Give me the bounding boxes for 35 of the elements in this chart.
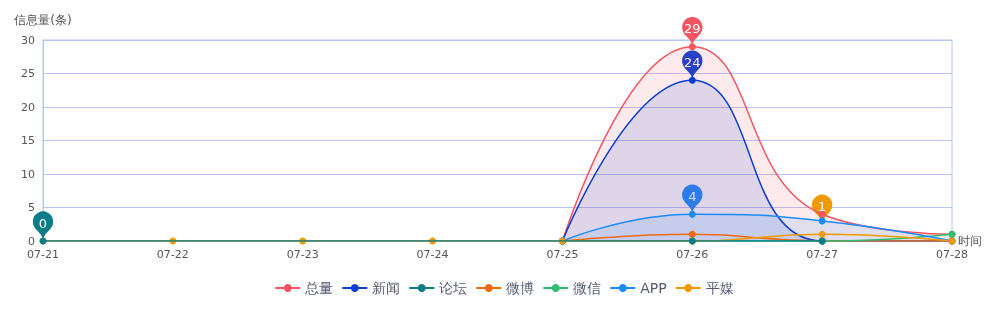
x-tick-label: 07-28 — [936, 248, 968, 261]
y-tick-label: 20 — [21, 100, 35, 114]
legend-label: 新闻 — [372, 280, 401, 296]
x-tick-label: 07-23 — [286, 248, 319, 261]
data-label: 1 — [818, 198, 827, 214]
legend-label: APP — [640, 280, 667, 296]
point — [688, 43, 696, 51]
legend-label: 论坛 — [439, 280, 468, 296]
point — [818, 230, 826, 238]
x-axis-title: 时间 — [958, 234, 982, 248]
y-tick-label: 5 — [28, 201, 35, 214]
point — [688, 230, 696, 238]
x-tick-label: 07-21 — [27, 248, 59, 261]
y-axis-title: 信息量(条) — [14, 13, 72, 27]
legend-label: 微信 — [573, 280, 602, 296]
y-tick-label: 30 — [21, 33, 35, 47]
point — [688, 76, 696, 84]
x-tick-label: 07-24 — [416, 248, 449, 261]
data-label: 29 — [684, 21, 701, 37]
x-tick-label: 07-26 — [676, 248, 709, 261]
y-tick-label: 25 — [21, 67, 35, 80]
legend-label: 总量 — [304, 280, 334, 296]
y-tick-label: 0 — [28, 234, 35, 248]
y-tick-label: 10 — [21, 167, 35, 181]
x-tick-label: 07-27 — [806, 248, 839, 261]
data-label: 24 — [684, 54, 701, 70]
legend-label: 平媒 — [705, 280, 734, 296]
x-tick-label: 07-22 — [156, 248, 189, 261]
point — [818, 217, 826, 225]
point — [688, 210, 696, 218]
data-label: 4 — [688, 188, 697, 204]
legend-label: 微博 — [506, 280, 535, 296]
x-tick-label: 07-25 — [546, 248, 579, 261]
data-label: 0 — [38, 215, 48, 231]
y-tick-label: 15 — [21, 134, 35, 147]
